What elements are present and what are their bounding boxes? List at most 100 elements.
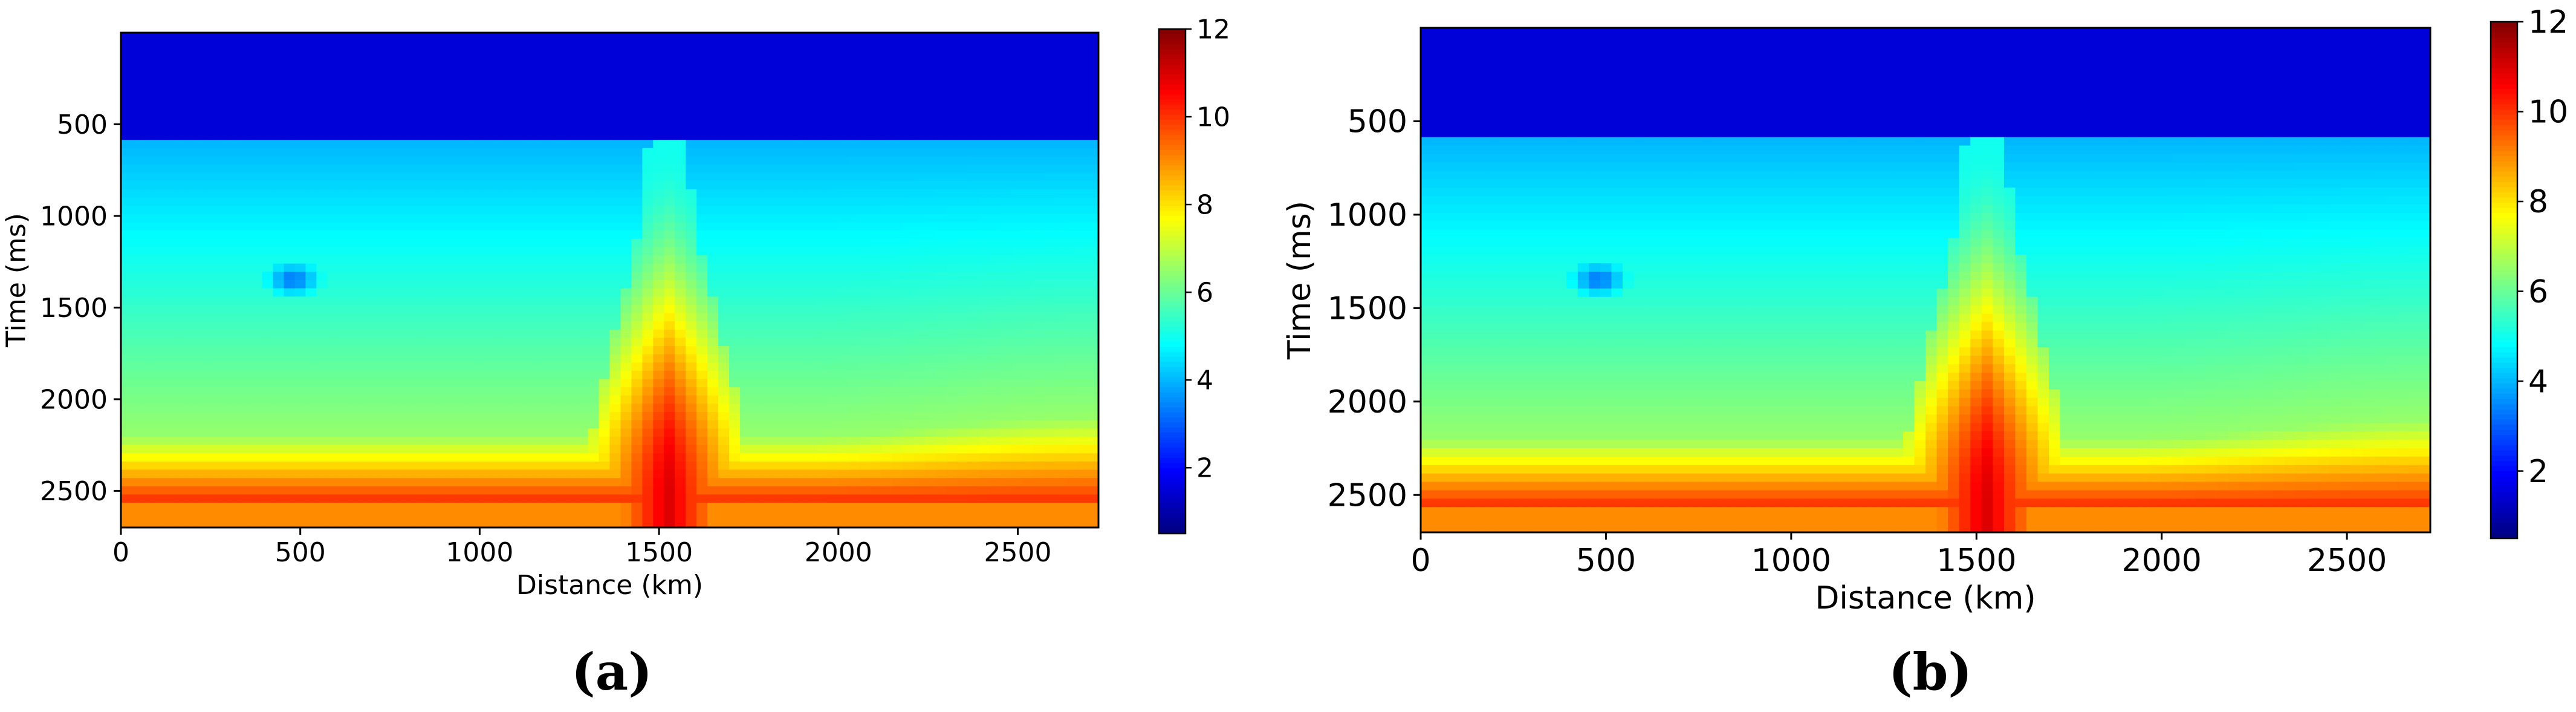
heatmap-cell <box>468 329 480 339</box>
heatmap-cell <box>447 131 458 140</box>
heatmap-cell <box>609 304 621 314</box>
heatmap-cell <box>664 304 675 314</box>
heatmap-cell <box>566 428 578 437</box>
heatmap-cell <box>414 445 426 454</box>
heatmap-cell <box>773 321 784 330</box>
heatmap-cell <box>414 379 426 388</box>
heatmap-cell <box>859 403 871 413</box>
heatmap-cell <box>511 403 524 413</box>
heatmap-cell <box>207 370 219 380</box>
heatmap-cell <box>284 49 296 58</box>
heatmap-cell <box>826 181 839 190</box>
heatmap-cell <box>240 65 252 74</box>
heatmap-cell <box>131 321 143 330</box>
heatmap-cell <box>566 346 578 355</box>
heatmap-cell <box>631 272 643 281</box>
heatmap-cell <box>1088 99 1099 108</box>
heatmap-cell <box>653 181 664 190</box>
heatmap-cell <box>327 469 339 478</box>
heatmap-cell <box>783 156 795 165</box>
heatmap-cell <box>501 189 513 198</box>
heatmap-cell <box>240 346 252 355</box>
heatmap-cell <box>175 346 187 355</box>
heatmap-cell <box>848 115 860 124</box>
heatmap-cell <box>121 486 132 495</box>
heatmap-cell <box>664 206 675 215</box>
heatmap-cell <box>588 263 600 272</box>
heatmap-cell <box>588 288 600 297</box>
heatmap-cell <box>1022 140 1034 149</box>
heatmap-cell <box>490 140 502 149</box>
heatmap-cell <box>957 445 968 454</box>
heatmap-cell <box>1033 329 1045 339</box>
heatmap-cell <box>729 321 741 330</box>
heatmap-cell <box>447 247 458 256</box>
heatmap-cell <box>631 99 643 108</box>
heatmap-cell <box>164 403 176 413</box>
heatmap-cell <box>360 214 371 223</box>
heatmap-cell <box>913 288 926 297</box>
heatmap-cell <box>848 140 860 149</box>
heatmap-cell <box>979 99 990 108</box>
heatmap-cell <box>957 420 968 429</box>
heatmap-cell <box>881 428 893 437</box>
heatmap-cell <box>142 478 154 487</box>
heatmap-cell <box>555 437 567 446</box>
heatmap-cell <box>1022 90 1034 99</box>
heatmap-cell <box>218 238 230 248</box>
heatmap-cell <box>338 338 349 347</box>
heatmap-cell <box>284 123 296 132</box>
heatmap-cell <box>131 346 143 355</box>
heatmap-cell <box>1066 255 1077 264</box>
heatmap-cell <box>848 255 860 264</box>
heatmap-cell <box>371 403 382 413</box>
heatmap-cell <box>457 181 469 190</box>
heatmap-cell <box>121 148 132 157</box>
heatmap-cell <box>425 304 436 314</box>
heatmap-cell <box>653 437 664 446</box>
heatmap-cell <box>924 395 936 405</box>
heatmap-cell <box>946 321 958 330</box>
heatmap-cell <box>490 115 502 124</box>
heatmap-cell <box>555 370 567 380</box>
heatmap-cell <box>762 354 773 363</box>
heatmap-cell <box>588 272 600 281</box>
heatmap-cell <box>349 230 360 240</box>
heatmap-cell <box>968 280 979 289</box>
heatmap-cell <box>664 338 675 347</box>
heatmap-cell <box>196 99 209 108</box>
heatmap-cell <box>153 82 165 91</box>
heatmap-cell <box>490 321 502 330</box>
heatmap-cell <box>142 206 154 215</box>
heatmap-cell <box>447 478 458 487</box>
heatmap-cell <box>870 74 882 83</box>
heatmap-cell <box>153 461 165 471</box>
heatmap-cell <box>946 379 958 388</box>
heatmap-cell <box>425 288 436 297</box>
heatmap-cell <box>381 461 393 471</box>
heatmap-cell <box>414 123 426 132</box>
heatmap-cell <box>946 106 958 116</box>
heatmap-cell <box>218 214 230 223</box>
heatmap-cell <box>186 469 198 478</box>
heatmap-cell <box>196 403 209 413</box>
heatmap-cell <box>794 165 806 174</box>
heatmap-cell <box>381 469 393 478</box>
heatmap-cell <box>403 469 415 478</box>
heatmap-cell <box>294 272 307 281</box>
heatmap-cell <box>316 329 328 339</box>
heatmap-cell <box>392 387 404 396</box>
heatmap-cell <box>935 33 947 42</box>
heatmap-cell <box>349 263 360 272</box>
heatmap-cell <box>762 370 773 380</box>
heatmap-cell <box>403 478 415 487</box>
heatmap-cell <box>511 238 524 248</box>
heatmap-cell <box>555 296 567 305</box>
heatmap-cell <box>392 65 404 74</box>
heatmap-cell <box>186 41 198 50</box>
heatmap-cell <box>121 230 132 240</box>
heatmap-cell <box>826 255 839 264</box>
heatmap-cell <box>490 148 502 157</box>
heatmap-cell <box>718 238 730 248</box>
heatmap-cell <box>468 379 480 388</box>
